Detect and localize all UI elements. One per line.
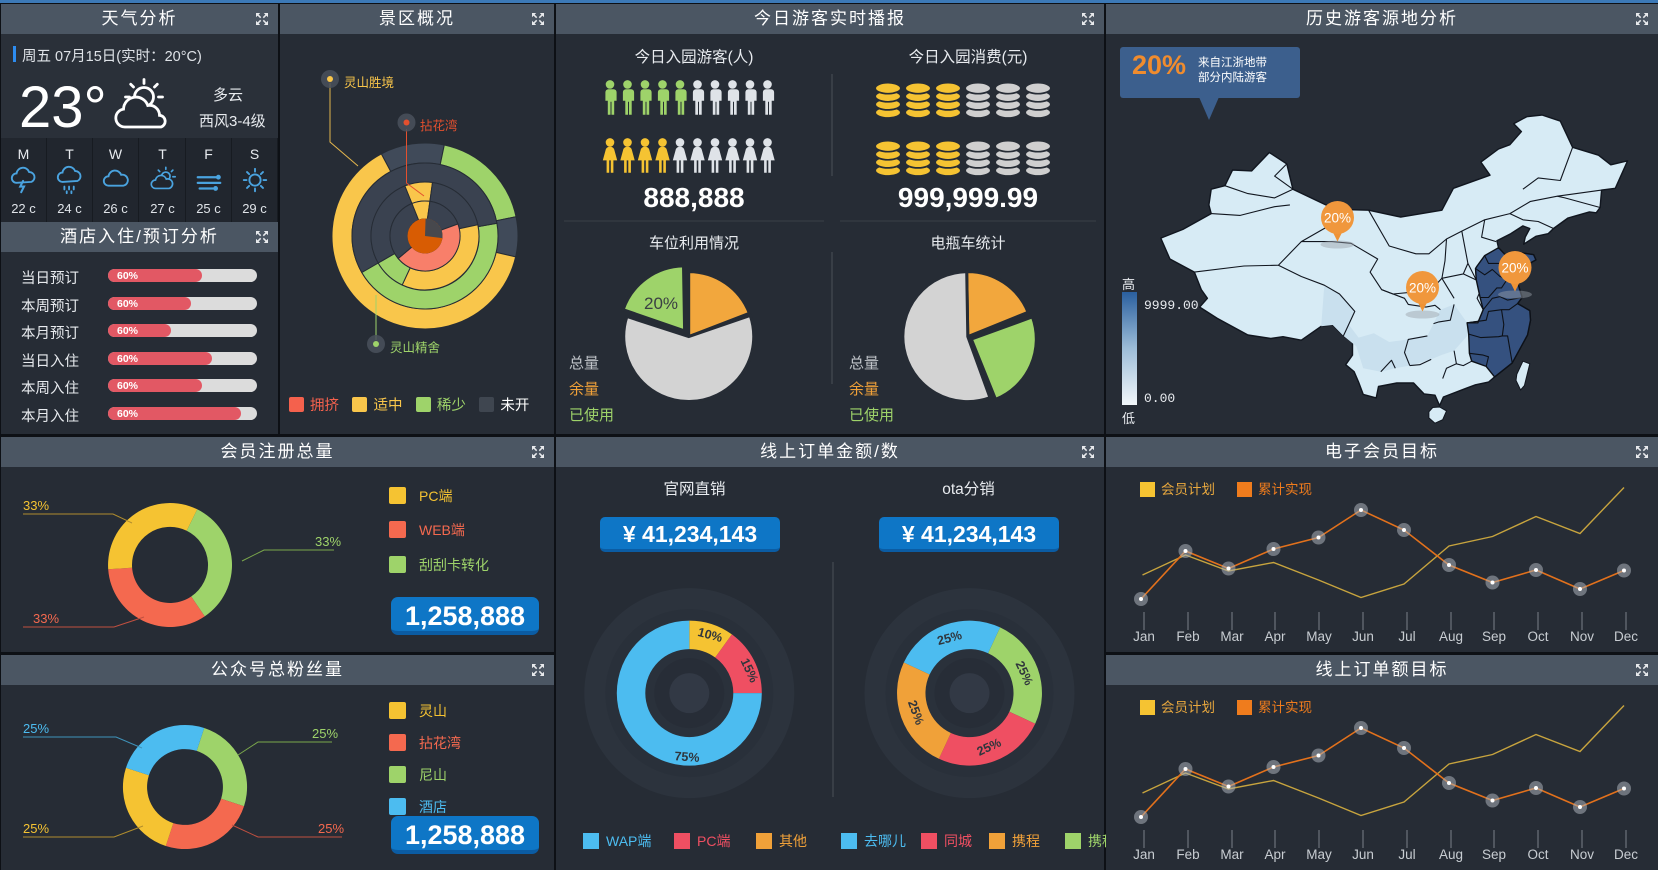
svg-text:Aug: Aug [1439,847,1463,862]
svg-text:Feb: Feb [1176,629,1199,644]
svg-text:10%: 10% [696,625,724,645]
svg-text:Jan: Jan [1133,629,1155,644]
svg-text:Sep: Sep [1482,847,1506,862]
svg-text:Nov: Nov [1570,847,1594,862]
svg-text:May: May [1306,847,1332,862]
svg-text:Apr: Apr [1264,629,1286,644]
svg-text:Aug: Aug [1439,629,1463,644]
svg-text:Oct: Oct [1527,629,1548,644]
svg-text:Jun: Jun [1352,847,1374,862]
svg-text:Jul: Jul [1398,847,1415,862]
svg-text:Feb: Feb [1176,847,1199,862]
svg-text:Jul: Jul [1398,629,1415,644]
svg-text:Sep: Sep [1482,629,1506,644]
svg-text:25%: 25% [936,628,964,648]
svg-text:Oct: Oct [1527,847,1548,862]
svg-text:Jan: Jan [1133,847,1155,862]
svg-text:May: May [1306,629,1332,644]
svg-text:Jun: Jun [1352,629,1374,644]
svg-text:Apr: Apr [1264,847,1286,862]
svg-text:Mar: Mar [1220,847,1244,862]
svg-text:Dec: Dec [1614,629,1638,644]
svg-text:Dec: Dec [1614,847,1638,862]
svg-text:Nov: Nov [1570,629,1594,644]
svg-text:Mar: Mar [1220,629,1244,644]
svg-text:75%: 75% [674,749,700,765]
